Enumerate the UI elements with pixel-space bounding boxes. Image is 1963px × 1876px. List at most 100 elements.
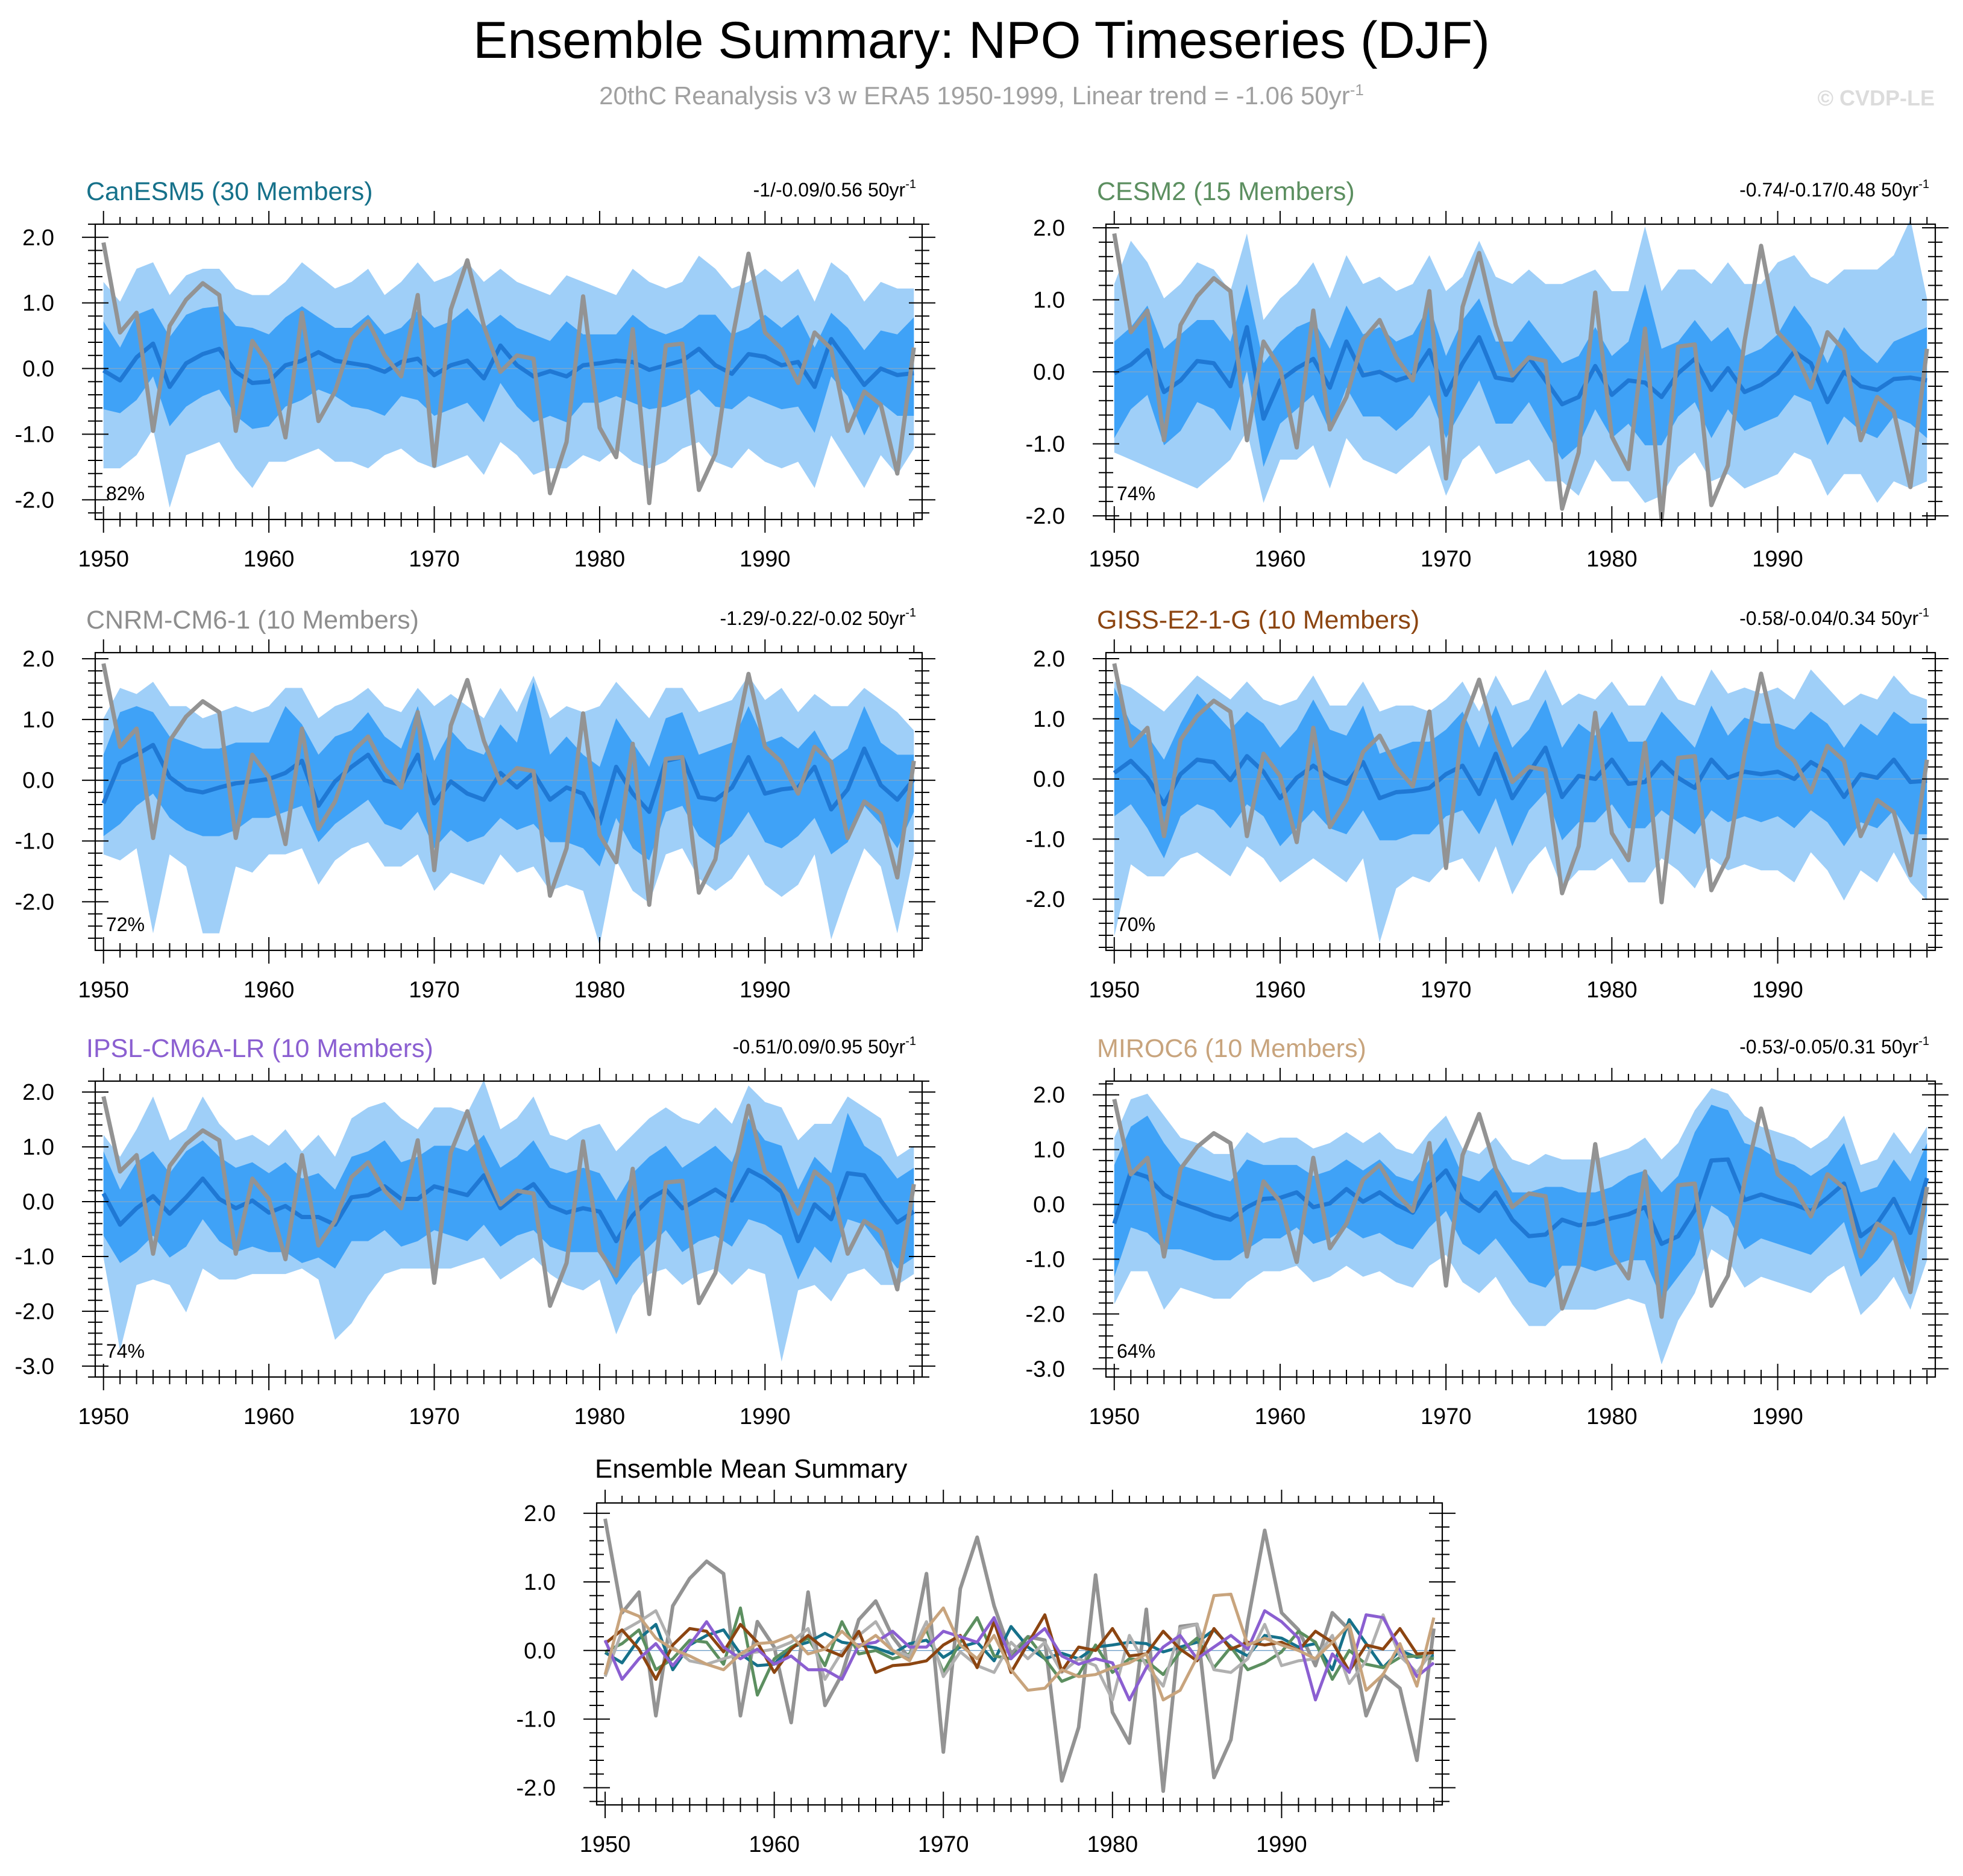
y-tick-label: -1.0: [15, 829, 54, 855]
y-tick-label: 1.0: [1033, 287, 1065, 313]
chart-panel-5: -3.0 -2.0 -1.0 0.0 1.0 2.0 1950 1960 1970 1980 199…: [1026, 1034, 1949, 1429]
x-tick-label: 1960: [749, 1832, 800, 1857]
x-tick-label: 1990: [1752, 1404, 1803, 1429]
ensemble-mean-line: [101, 1167, 916, 1243]
y-tick-label: 2.0: [1033, 647, 1065, 672]
x-tick-label: 1960: [243, 1404, 295, 1429]
x-tick-label: 1950: [1088, 977, 1140, 1003]
match-percent: 74%: [106, 1340, 145, 1362]
trend-label: -0.53/-0.05/0.31 50yr-1: [1739, 1035, 1929, 1058]
observed-line: [1112, 233, 1929, 522]
y-tick-label: 1.0: [524, 1570, 556, 1595]
x-tick-label: 1960: [243, 547, 295, 572]
x-tick-label: 1950: [78, 1404, 129, 1429]
x-tick-label: 1970: [409, 977, 460, 1003]
plot-frame: [595, 1502, 1443, 1806]
x-tick-label: 1950: [1088, 1404, 1140, 1429]
trend-value: -0.74/-0.17/0.48 50yr: [1739, 179, 1918, 201]
y-tick-label: 0.0: [22, 1190, 54, 1215]
x-tick-label: 1980: [574, 977, 626, 1003]
watermark: © CVDP-LE: [1817, 86, 1935, 110]
x-tick-label: 1990: [1256, 1832, 1307, 1857]
trend-label: -0.51/0.09/0.95 50yr-1: [733, 1035, 916, 1058]
chart-panel-1: -2.0 -1.0 0.0 1.0 2.0 1950 1960 1970 1980 1990 CES…: [1026, 177, 1949, 572]
x-tick-label: 1990: [740, 977, 791, 1003]
page-title: Ensemble Summary: NPO Timeseries (DJF): [473, 11, 1490, 69]
y-tick-label: -2.0: [15, 488, 54, 513]
trend-exponent: -1: [905, 606, 916, 620]
plot-frame: [94, 1080, 923, 1378]
x-tick-label: 1950: [1088, 547, 1140, 572]
y-tick-label: 1.0: [22, 1135, 54, 1160]
y-tick-label: -2.0: [15, 1299, 54, 1325]
trend-label: -1/-0.09/0.56 50yr-1: [753, 178, 916, 201]
chart-panel-6: -2.0 -1.0 0.0 1.0 2.0 1950 1960 1970 1980 1990 Ens…: [517, 1454, 1456, 1857]
plot-frame: [1105, 1080, 1936, 1378]
ensemble-mean-line: [102, 337, 914, 389]
y-tick-label: 2.0: [1033, 216, 1065, 241]
panel-title: GISS-E2-1-G (10 Members): [1097, 606, 1419, 635]
trend-label: -0.58/-0.04/0.34 50yr-1: [1739, 606, 1929, 629]
trend-exponent: -1: [905, 1035, 916, 1048]
y-tick-label: -1.0: [517, 1707, 556, 1733]
panel-title: IPSL-CM6A-LR (10 Members): [86, 1034, 433, 1063]
y-tick-label: 0.0: [22, 357, 54, 382]
trend-label: -0.74/-0.17/0.48 50yr-1: [1739, 178, 1929, 201]
y-tick-label: -3.0: [15, 1354, 54, 1379]
x-tick-label: 1950: [580, 1832, 631, 1857]
y-tick-label: -1.0: [1026, 432, 1065, 457]
y-tick-label: 2.0: [1033, 1083, 1065, 1108]
trend-label: -1.29/-0.22/-0.02 50yr-1: [720, 606, 916, 629]
x-tick-label: 1980: [1087, 1832, 1139, 1857]
y-tick-label: 0.0: [1033, 360, 1065, 385]
y-tick-label: 2.0: [524, 1501, 556, 1526]
x-tick-label: 1950: [78, 977, 129, 1003]
observed-line: [1112, 1099, 1929, 1319]
x-tick-label: 1970: [1421, 1404, 1472, 1429]
chart-panel-0: -2.0 -1.0 0.0 1.0 2.0 1950 1960 1970 1980 1990 Can…: [15, 177, 935, 572]
y-tick-label: -2.0: [1026, 504, 1065, 529]
ensemble-mean-line: [1113, 745, 1927, 806]
chart-panel-2: -2.0 -1.0 0.0 1.0 2.0 1950 1960 1970 1980 1990 CNR…: [15, 606, 935, 1003]
x-tick-label: 1980: [1586, 977, 1638, 1003]
y-tick-label: -2.0: [1026, 1302, 1065, 1327]
page-subtitle: 20thC Reanalysis v3 w ERA5 1950-1999, Li…: [0, 81, 1963, 110]
y-tick-label: 2.0: [22, 1080, 54, 1105]
chart-panel-4: -3.0 -2.0 -1.0 0.0 1.0 2.0 1950 1960 1970 1980 199…: [15, 1034, 935, 1429]
x-tick-label: 1970: [1421, 977, 1472, 1003]
panel-title: CNRM-CM6-1 (10 Members): [86, 606, 419, 635]
y-tick-label: -1.0: [1026, 1247, 1065, 1273]
observed-line: [101, 1096, 916, 1316]
x-tick-label: 1980: [574, 1404, 626, 1429]
panel-title: MIROC6 (10 Members): [1097, 1034, 1366, 1063]
match-percent: 72%: [106, 914, 145, 935]
trend-value: -0.51/0.09/0.95 50yr: [733, 1036, 906, 1058]
x-tick-label: 1970: [918, 1832, 969, 1857]
y-tick-label: 1.0: [1033, 707, 1065, 732]
trend-value: -1.29/-0.22/-0.02 50yr: [720, 607, 905, 629]
panel-title: CanESM5 (30 Members): [86, 177, 373, 206]
subtitle-exponent: -1: [1349, 81, 1364, 99]
y-tick-label: -2.0: [1026, 887, 1065, 912]
trend-exponent: -1: [905, 178, 916, 191]
y-tick-label: -1.0: [15, 422, 54, 447]
y-tick-label: -1.0: [15, 1244, 54, 1270]
x-tick-label: 1960: [1255, 977, 1306, 1003]
y-tick-label: 2.0: [22, 647, 54, 672]
model-mean-line-5: [603, 1592, 1436, 1702]
chart-panel-3: -2.0 -1.0 0.0 1.0 2.0 1950 1960 1970 1980 1990 GIS…: [1026, 606, 1949, 1003]
x-tick-label: 1970: [409, 547, 460, 572]
x-tick-label: 1990: [1752, 547, 1803, 572]
trend-value: -1/-0.09/0.56 50yr: [753, 179, 906, 201]
x-tick-label: 1980: [1586, 547, 1638, 572]
ensemble-mean-line: [101, 742, 916, 826]
y-tick-label: -1.0: [1026, 827, 1065, 852]
observed-line: [101, 242, 916, 506]
y-tick-label: 1.0: [1033, 1138, 1065, 1163]
plot-frame: [94, 651, 923, 952]
y-tick-label: -3.0: [1026, 1357, 1065, 1382]
x-tick-label: 1960: [1255, 547, 1306, 572]
y-tick-label: 2.0: [22, 225, 54, 251]
trend-value: -0.53/-0.05/0.31 50yr: [1739, 1036, 1918, 1058]
